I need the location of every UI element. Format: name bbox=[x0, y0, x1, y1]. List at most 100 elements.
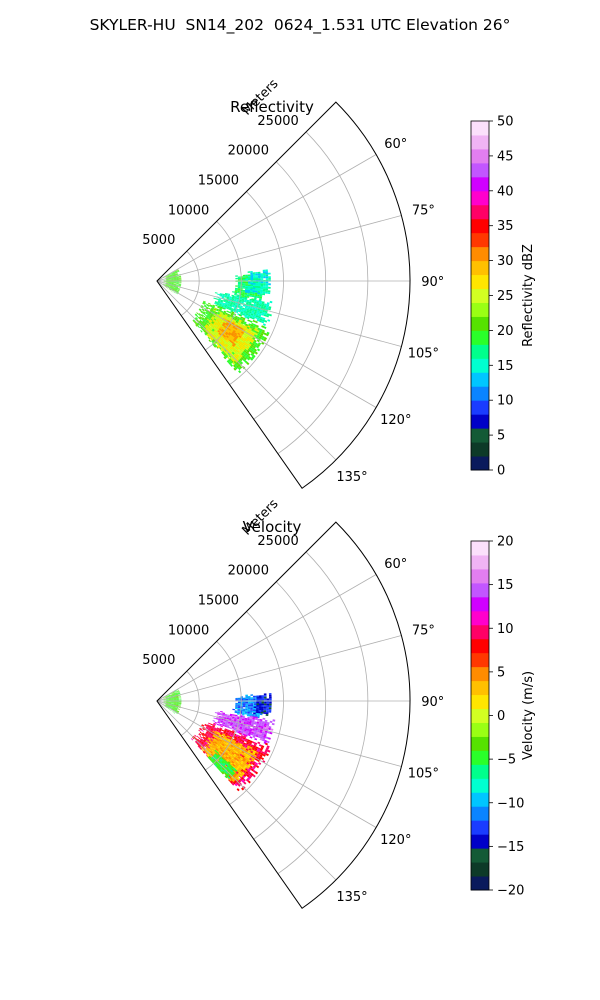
data-cell bbox=[192, 737, 195, 740]
data-cell bbox=[252, 757, 256, 761]
colorbar-segment bbox=[471, 694, 489, 710]
data-cell bbox=[206, 334, 210, 337]
data-cell bbox=[239, 299, 242, 302]
data-cell bbox=[229, 347, 233, 350]
data-cell bbox=[270, 728, 274, 731]
data-cell bbox=[168, 697, 171, 699]
data-cell bbox=[251, 351, 255, 355]
data-cell bbox=[243, 341, 247, 345]
data-cell bbox=[234, 783, 238, 787]
data-cell bbox=[234, 352, 238, 356]
data-cell bbox=[251, 295, 255, 298]
data-cell bbox=[207, 734, 210, 737]
data-cell bbox=[236, 748, 240, 752]
data-cell bbox=[230, 363, 233, 367]
data-cell bbox=[234, 717, 238, 719]
data-cell bbox=[239, 732, 242, 735]
data-cell bbox=[214, 329, 218, 332]
range-ring bbox=[180, 670, 200, 736]
data-cell bbox=[252, 345, 256, 349]
data-cell bbox=[225, 323, 229, 326]
data-cell bbox=[216, 728, 220, 731]
data-cell bbox=[171, 288, 175, 291]
data-cell bbox=[201, 724, 205, 727]
data-cell bbox=[253, 302, 257, 305]
range-ring bbox=[229, 611, 284, 805]
data-cell bbox=[204, 738, 207, 741]
data-cell bbox=[177, 708, 181, 710]
data-cell bbox=[232, 735, 236, 738]
azimuth-gridline bbox=[156, 280, 377, 408]
data-cell bbox=[220, 345, 224, 348]
data-cell bbox=[214, 312, 218, 315]
data-cell bbox=[168, 277, 171, 279]
data-cell bbox=[242, 292, 245, 295]
data-cell bbox=[178, 701, 182, 703]
data-cell bbox=[238, 340, 242, 343]
data-cell bbox=[254, 757, 258, 761]
data-cell bbox=[173, 704, 176, 706]
data-cell bbox=[243, 300, 247, 303]
data-cell bbox=[165, 285, 168, 287]
data-cell bbox=[221, 740, 224, 743]
data-cell bbox=[256, 698, 259, 701]
data-cell bbox=[246, 310, 250, 313]
data-cell bbox=[230, 758, 234, 761]
data-cell bbox=[237, 341, 241, 345]
data-cell bbox=[226, 305, 230, 308]
data-cell bbox=[236, 743, 240, 746]
data-cell bbox=[228, 317, 232, 320]
data-cell bbox=[222, 317, 226, 320]
data-cell bbox=[168, 696, 171, 698]
data-cell bbox=[241, 740, 245, 743]
data-cell bbox=[174, 272, 178, 274]
data-cell bbox=[234, 736, 238, 740]
data-cell bbox=[250, 275, 254, 278]
data-cell bbox=[229, 334, 233, 338]
data-cell bbox=[178, 695, 181, 697]
data-cell bbox=[266, 708, 269, 711]
data-cell bbox=[225, 336, 228, 340]
data-cell bbox=[218, 717, 222, 720]
data-cell bbox=[216, 303, 220, 306]
data-cell bbox=[225, 756, 229, 759]
data-cell bbox=[239, 298, 242, 301]
data-cell bbox=[211, 312, 214, 315]
data-cell bbox=[167, 275, 171, 277]
data-cell bbox=[203, 734, 207, 737]
data-cell bbox=[236, 762, 240, 766]
data-cell bbox=[241, 728, 245, 731]
data-cell bbox=[176, 282, 179, 283]
data-cell bbox=[170, 277, 174, 278]
data-cell bbox=[224, 744, 228, 747]
data-cell bbox=[264, 730, 268, 733]
data-cell bbox=[256, 329, 260, 333]
data-cell bbox=[208, 755, 212, 759]
data-cell bbox=[272, 719, 276, 722]
data-cell bbox=[172, 692, 175, 694]
data-cell bbox=[163, 283, 166, 285]
data-cell bbox=[220, 299, 224, 302]
data-cell bbox=[227, 776, 231, 779]
data-cell bbox=[227, 301, 231, 304]
data-cell bbox=[237, 777, 241, 781]
data-cell bbox=[231, 731, 235, 734]
data-cell bbox=[176, 284, 179, 285]
data-cell bbox=[166, 279, 169, 280]
data-cell bbox=[245, 708, 248, 711]
data-cell bbox=[250, 703, 254, 705]
data-cell bbox=[227, 341, 231, 345]
data-cell bbox=[268, 286, 271, 289]
data-cell bbox=[258, 732, 262, 735]
data-cell bbox=[226, 295, 230, 298]
data-cell bbox=[240, 337, 243, 341]
data-cell bbox=[231, 322, 235, 325]
data-cell bbox=[254, 747, 258, 751]
data-cell bbox=[176, 290, 179, 292]
data-cell bbox=[176, 283, 179, 285]
data-cell bbox=[206, 735, 210, 738]
data-cell bbox=[167, 274, 170, 276]
data-cell bbox=[171, 703, 174, 704]
data-cell bbox=[172, 274, 176, 276]
data-cell bbox=[170, 286, 173, 289]
